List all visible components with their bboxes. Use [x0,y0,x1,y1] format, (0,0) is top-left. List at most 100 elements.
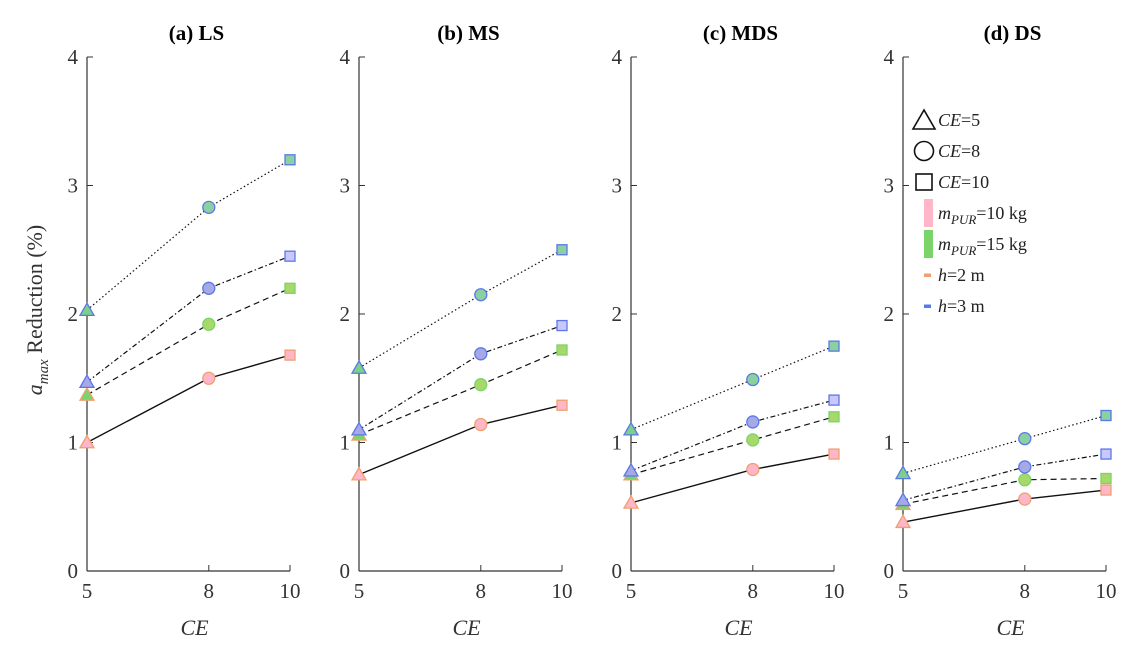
data-point [1100,448,1112,460]
data-point [894,465,912,480]
square-legend-symbol [915,173,933,191]
x-tick-label: 10 [824,579,845,603]
legend-item-5: mPUR=15 kg [924,230,1027,258]
data-point [556,399,568,411]
x-tick-label: 8 [204,579,215,603]
swatch-pink-legend-symbol [924,199,933,227]
y-tick-label: 3 [884,174,895,198]
data-point [1018,492,1032,506]
data-point [746,372,760,387]
dash-orange-legend-symbol [924,273,931,277]
panel-4: 0 1 2 3 4 5 8 10 (d) DS CE [884,21,1117,640]
legend-label: CE=10 [938,172,989,192]
data-point [746,415,760,429]
panel-3: 0 1 2 3 4 5 8 10 (c) MDS CE [612,21,845,640]
legend-item-7: h=3 m [924,296,985,316]
y-tick-label: 2 [340,302,351,326]
legend: CE=5 CE=8 CE=10 mPUR=10 kg mPUR=15 kg h=2 m h=… [911,108,1027,316]
data-point [894,492,912,507]
legend-item-6: h=2 m [924,265,985,285]
data-point [1100,409,1112,422]
triangle-legend-symbol [911,108,937,130]
data-point [78,373,96,389]
data-point [284,154,296,166]
series-line-4 [86,159,291,311]
data-point [284,250,296,262]
x-tick-label: 5 [82,579,93,603]
y-axis-label-symbol: a [22,384,47,395]
data-point [828,340,840,352]
y-axis-label: amax Reduction (%) [22,225,52,395]
x-tick-label: 10 [280,579,301,603]
circle-legend-symbol [913,140,935,162]
legend-label: h=3 m [938,296,985,316]
y-tick-label: 4 [612,45,623,69]
data-point [202,317,216,331]
x-tick-label: 8 [476,579,487,603]
y-tick-label: 0 [68,559,79,583]
y-tick-label: 1 [612,431,623,455]
series-line-1 [358,404,563,476]
series-line-2 [902,477,1107,505]
data-point [474,417,488,432]
legend-item-4: mPUR=10 kg [924,199,1027,227]
data-point [828,411,840,423]
x-tick-label: 10 [552,579,573,603]
data-point [556,319,568,332]
data-point [622,462,640,477]
data-point [622,421,640,436]
panel-1: 0 1 2 3 4 5 8 10 (a) LS CE [68,21,301,640]
x-axis-label: CE [180,615,209,640]
data-point [1018,460,1032,474]
series-line-2 [630,416,835,476]
data-point [474,378,488,392]
dash-blue-legend-symbol [924,304,931,308]
x-tick-label: 5 [354,579,365,603]
data-point [746,462,760,477]
data-point [284,349,296,361]
data-point [350,359,368,374]
data-point [556,344,568,356]
data-point [746,433,760,447]
x-axis-label: CE [724,615,753,640]
data-point [78,301,96,317]
data-point [202,200,216,214]
legend-label: CE=8 [938,141,980,161]
data-point [1018,473,1032,487]
series-line-4 [902,414,1107,474]
y-tick-label: 0 [884,559,895,583]
data-point [78,434,96,449]
legend-label: CE=5 [938,110,980,130]
panel-2: 0 1 2 3 4 5 8 10 (b) MS CE [340,21,573,640]
y-tick-label: 4 [340,45,351,69]
legend-label: h=2 m [938,265,985,285]
data-point [474,288,488,302]
legend-item-3: CE=10 [915,172,989,192]
y-axis-label-sub: max [36,359,52,384]
series-line-4 [358,249,563,369]
y-tick-label: 1 [340,431,351,455]
x-axis-label: CE [996,615,1025,640]
y-tick-label: 2 [612,302,623,326]
x-tick-label: 8 [748,579,759,603]
x-axis-label: CE [452,615,481,640]
legend-item-2: CE=8 [913,140,980,162]
data-point [350,466,368,481]
y-tick-label: 4 [68,45,79,69]
x-tick-label: 10 [1096,579,1117,603]
data-point [202,371,216,385]
data-point [556,244,568,256]
x-tick-label: 5 [898,579,909,603]
data-point [1018,431,1032,446]
data-point [828,448,840,460]
data-point [894,513,912,529]
data-point [1100,484,1112,496]
legend-label: mPUR=10 kg [938,203,1027,227]
y-tick-label: 2 [884,302,895,326]
data-point [284,282,296,294]
y-tick-label: 1 [884,431,895,455]
data-point [474,347,488,361]
y-tick-label: 4 [884,45,895,69]
